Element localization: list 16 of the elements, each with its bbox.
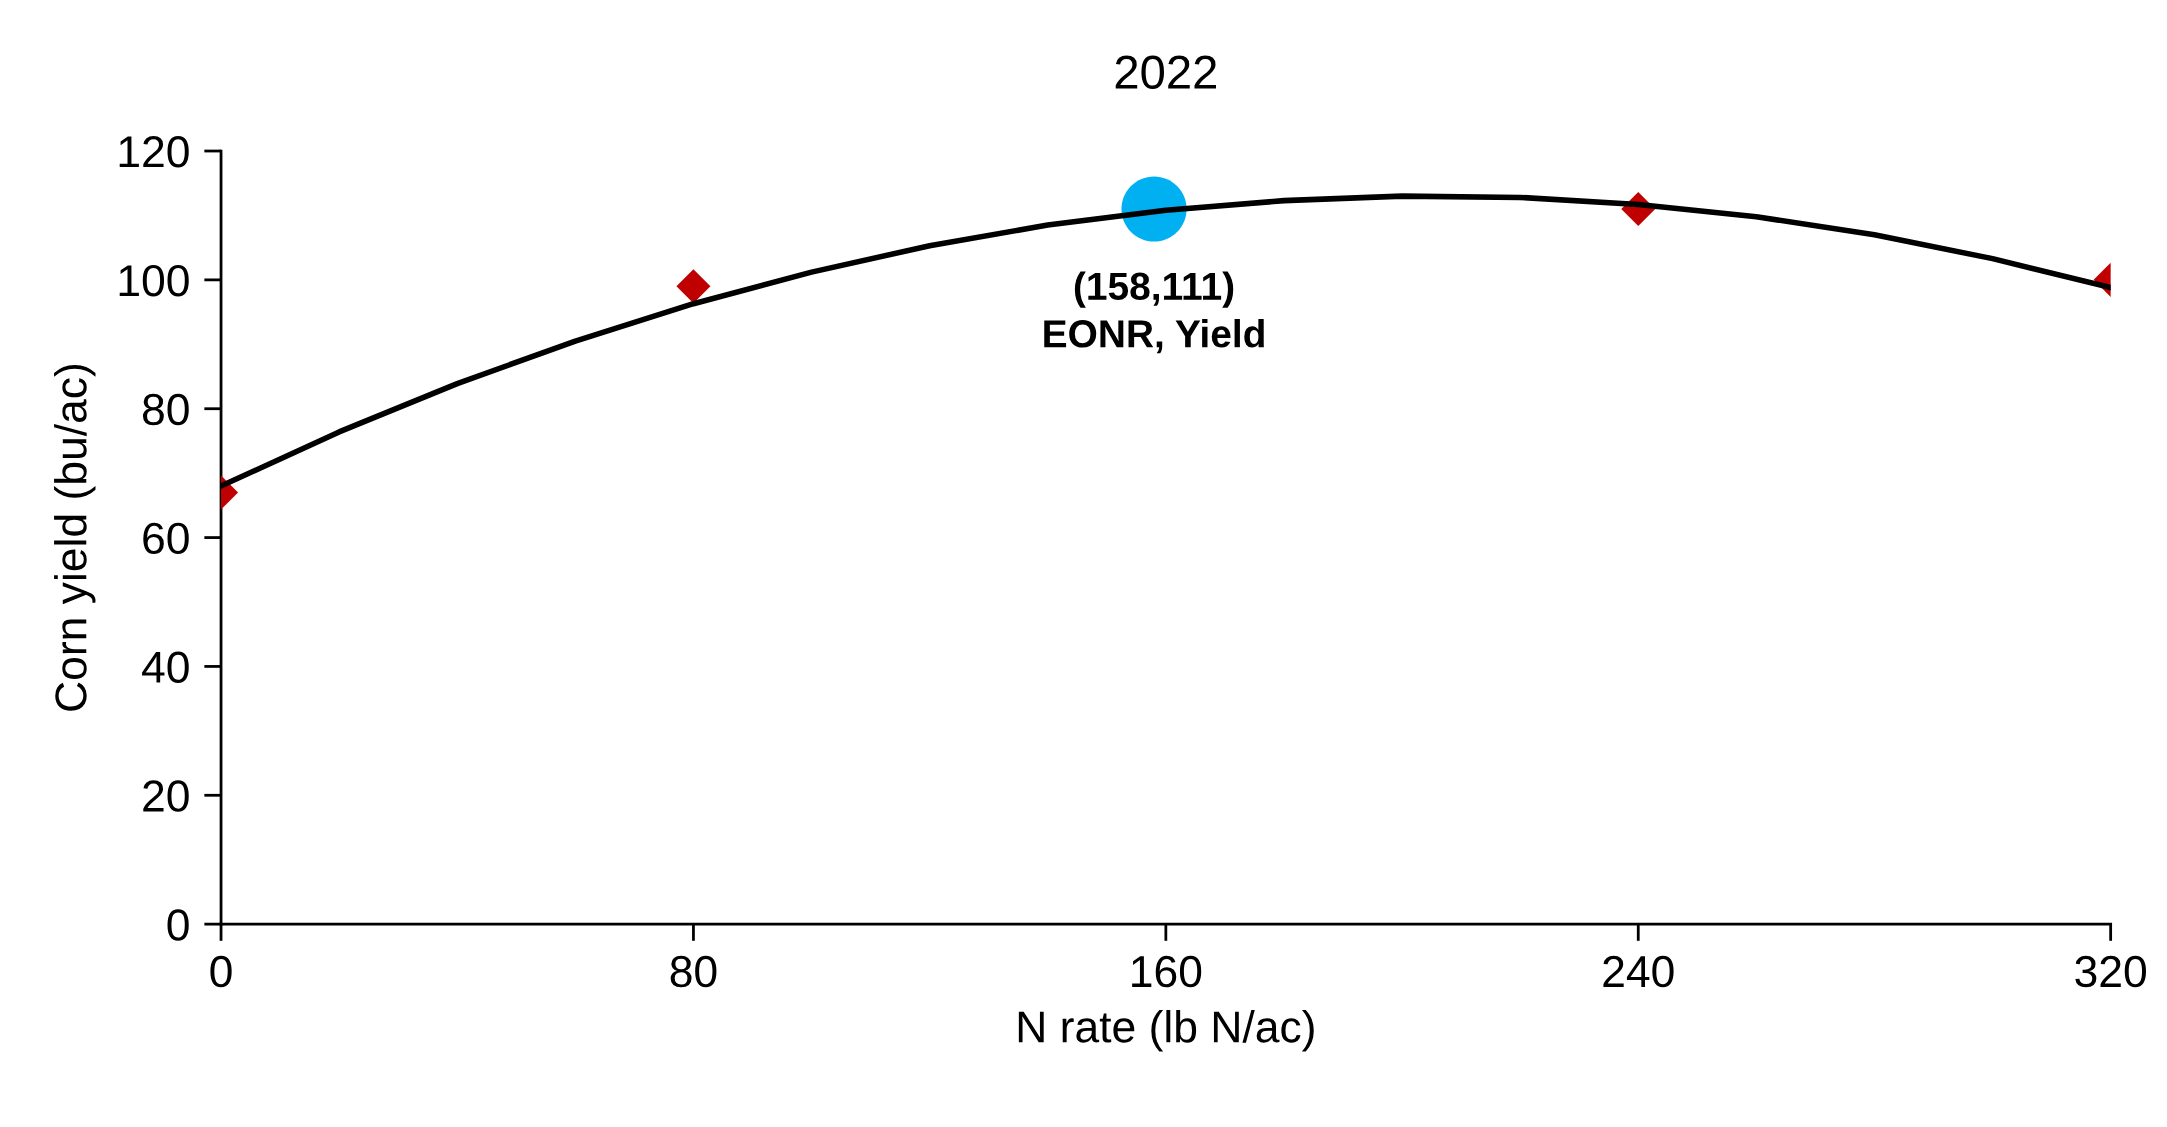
x-tick-label: 320 — [2075, 955, 2146, 988]
x-tick-label: 240 — [1603, 955, 1674, 988]
y-tick-label: 60 — [143, 522, 189, 555]
x-tick-label: 80 — [670, 955, 717, 988]
chart-title: 2022 — [1115, 55, 1217, 89]
x-tick-label: 160 — [1132, 955, 1202, 988]
y-tick-label: 120 — [119, 136, 189, 168]
x-tick-label: 0 — [210, 955, 232, 988]
y-axis-title: Corn yield (bu/ac) — [54, 364, 96, 711]
y-tick-label: 40 — [142, 651, 189, 683]
y-tick-label: 0 — [167, 909, 189, 941]
y-tick-label: 100 — [119, 264, 189, 297]
y-tick-label: 80 — [142, 393, 189, 426]
annotation: (158,111) EONR, Yield — [1044, 271, 1264, 354]
y-tick-label: 20 — [143, 780, 189, 812]
x-axis-title: N rate (lb N/ac) — [1018, 1010, 1314, 1052]
